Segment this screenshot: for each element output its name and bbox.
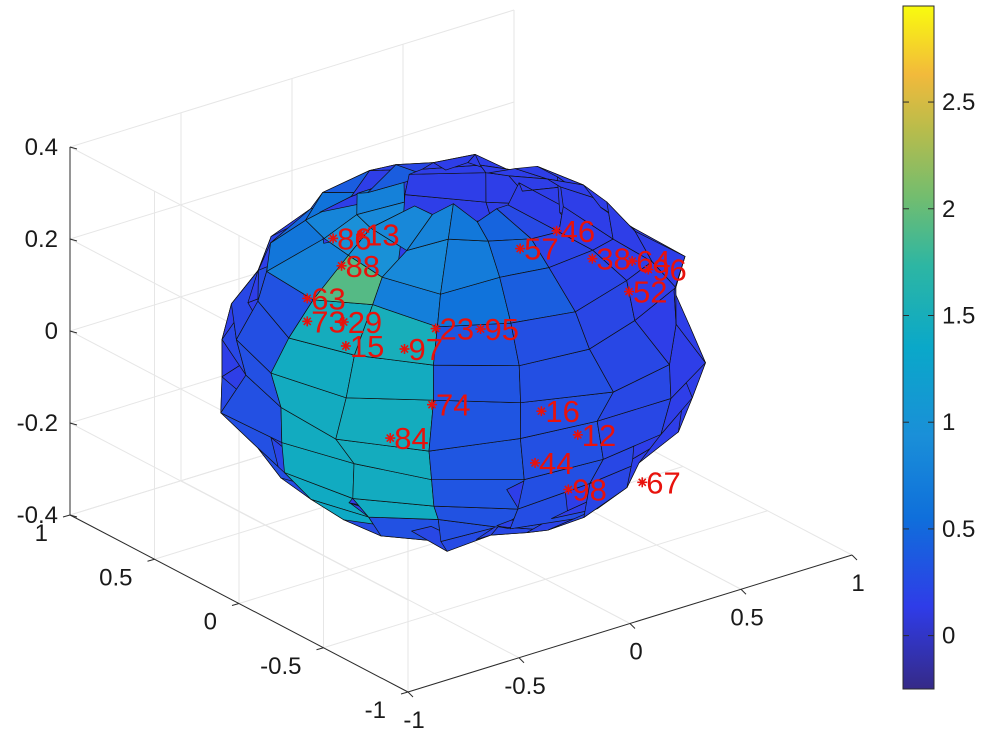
point-marker [430,323,441,334]
y-tick-label: -0.5 [260,653,301,680]
point-marker [515,243,526,254]
y-tick-mark [400,691,409,695]
z-tick-mark [69,146,78,150]
point-marker [328,233,339,244]
point-marker [475,324,486,334]
point-marker [624,286,634,297]
point-label: 29 [348,305,382,340]
point-label: 64 [636,244,670,279]
point-label: 46 [561,214,595,249]
point-marker [587,253,598,264]
z-tick-mark [69,422,78,426]
z-tick-label: 0.4 [25,134,58,161]
x-tick-label: -0.5 [504,673,545,700]
point-marker [336,260,347,271]
x-tick-label: 0 [629,639,642,666]
point-label: 73 [311,304,345,339]
surface-mesh [220,154,706,552]
point-label: 67 [646,465,680,500]
z-tick-label: -0.2 [17,410,58,437]
point-marker [385,433,396,444]
z-tick-label: -0.4 [17,502,58,529]
z-tick-mark [69,238,78,242]
point-marker [563,484,574,495]
point-marker [356,229,367,240]
point-label: 52 [633,275,667,310]
point-label: 23 [440,312,474,347]
point-marker [338,317,349,327]
y-tick-label: -1 [365,697,386,724]
point-label: 96 [652,253,686,288]
point-marker [302,316,313,327]
x-tick-label: -1 [403,707,424,733]
point-label: 86 [337,221,371,256]
x-tick-label: 1 [851,570,864,597]
x-axis-ticks: -1 -0.5 0 0.5 1 [403,554,865,733]
point-label: 12 [582,418,616,453]
x-tick-mark [407,691,414,698]
point-marker [627,256,638,267]
colorbar-gradient [902,5,935,690]
x-tick-label: 0.5 [730,604,763,631]
colorbar-tick-label: 0.5 [942,516,975,543]
y-tick-mark [147,558,155,562]
colorbar: 0 0.5 1 1.5 2 2.5 [902,5,975,690]
point-label: 63 [311,281,345,316]
colorbar-tick-label: 2.5 [942,89,975,116]
point-label: 95 [485,312,519,347]
z-tick-mark [69,330,78,334]
colorbar-tick-label: 0 [942,623,955,650]
y-tick-mark [62,514,71,518]
y-tick-label: 0 [204,609,217,636]
z-axis-ticks: -0.4 -0.2 0 0.2 0.4 [17,134,78,529]
point-label: 97 [409,332,443,367]
point-marker [427,399,437,410]
colorbar-tick-label: 1 [942,409,955,436]
point-marker [551,225,562,236]
y-tick-label: 1 [35,520,48,547]
y-tick-mark [231,603,240,606]
z-tick-label: 0.2 [25,226,58,253]
point-label: 84 [394,421,428,456]
point-marker [302,293,313,304]
point-marker [637,477,648,488]
point-label: 13 [365,218,399,253]
point-marker [530,457,541,468]
point-marker [572,429,583,440]
y-tick-label: 0.5 [99,564,132,591]
x-tick-mark [518,657,525,664]
point-label: 15 [350,329,384,364]
x-tick-mark [851,554,858,561]
point-marker [643,264,654,275]
surface-patch [673,256,686,325]
point-marker [536,406,547,417]
x-tick-mark [629,623,636,629]
z-tick-label: 0 [45,318,58,345]
point-label: 74 [436,388,470,423]
point-label: 98 [572,472,606,507]
y-tick-mark [316,647,324,651]
y-axis-ticks: -1 -0.5 0 0.5 1 [35,514,409,724]
point-label: 88 [346,249,380,284]
colorbar-tick-label: 2 [942,196,955,223]
point-label: 16 [545,394,579,429]
point-label: 38 [596,242,630,277]
point-marker [399,343,410,354]
point-label: 57 [524,232,558,267]
x-tick-mark [740,588,747,595]
z-tick-mark [69,514,78,518]
point-marker [340,340,351,351]
point-label: 44 [539,446,573,481]
colorbar-tick-label: 1.5 [942,302,975,329]
